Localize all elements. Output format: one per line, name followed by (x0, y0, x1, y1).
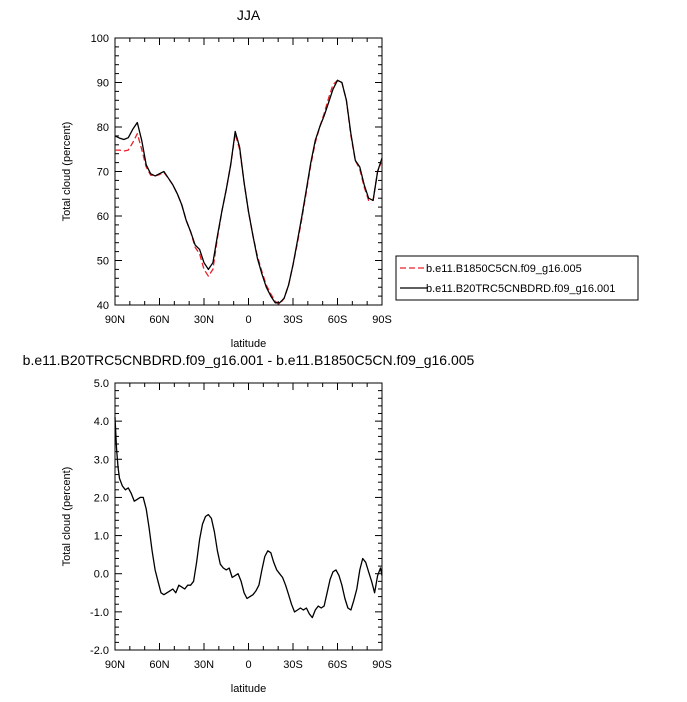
series-line-2 (114, 79, 383, 304)
x-tick-label: 0 (245, 314, 251, 326)
y-tick-label: 2.0 (94, 492, 109, 504)
x-tick-label: 30N (194, 314, 214, 326)
y-tick-label: 90 (97, 78, 109, 90)
y-tick-label: 50 (97, 256, 109, 268)
x-tick-label: 90N (105, 659, 125, 671)
x-tick-label: 90S (372, 314, 392, 326)
x-tick-label: 0 (245, 659, 251, 671)
y-axis-label: Total cloud (percent) (61, 122, 73, 222)
y-tick-label: 0.0 (94, 569, 109, 581)
y-tick-label: 5.0 (94, 378, 109, 390)
y-tick-label: 100 (91, 33, 109, 45)
legend-label: b.e11.B20TRC5CNBDRD.f09_g16.001 (426, 283, 615, 295)
plot-frame (114, 37, 383, 306)
legend-label: b.e11.B1850C5CN.f09_g16.005 (426, 263, 582, 275)
y-tick-label: -2.0 (90, 645, 109, 657)
series-line-1 (114, 417, 383, 619)
x-tick-label: 90N (105, 314, 125, 326)
x-tick-label: 30N (194, 659, 214, 671)
y-tick-label: 80 (97, 122, 109, 134)
x-axis-label: latitude (231, 338, 266, 350)
panel-1 (114, 37, 639, 306)
y-tick-label: 3.0 (94, 454, 109, 466)
x-tick-label: 90S (372, 659, 392, 671)
y-tick-label: 4.0 (94, 416, 109, 428)
x-tick-label: 30S (283, 659, 303, 671)
x-tick-label: 60S (328, 314, 348, 326)
chart-title: JJA (237, 7, 261, 23)
y-tick-label: 40 (97, 300, 109, 312)
y-tick-label: 70 (97, 167, 109, 179)
y-tick-label: 60 (97, 211, 109, 223)
x-tick-label: 30S (283, 314, 303, 326)
x-tick-label: 60N (149, 314, 169, 326)
y-tick-label: 1.0 (94, 531, 109, 543)
x-tick-label: 60S (328, 659, 348, 671)
x-tick-label: 60N (149, 659, 169, 671)
panel-2 (114, 382, 383, 651)
x-axis-label: latitude (231, 683, 266, 695)
y-tick-label: -1.0 (90, 607, 109, 619)
plot-frame (114, 382, 383, 651)
y-axis-label: Total cloud (percent) (61, 467, 73, 567)
legend-box (395, 255, 639, 301)
series-line-1 (115, 79, 383, 305)
chart-title: b.e11.B20TRC5CNBDRD.f09_g16.001 - b.e11.… (23, 352, 475, 368)
